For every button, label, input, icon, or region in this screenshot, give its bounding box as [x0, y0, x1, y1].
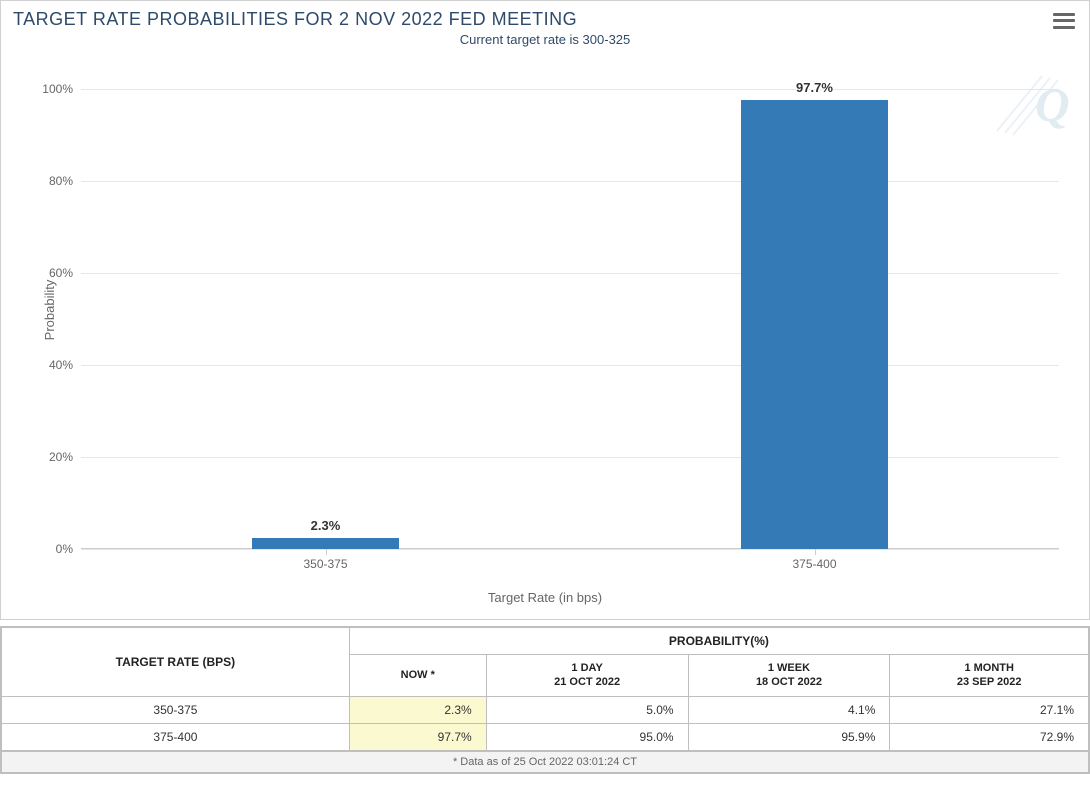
grid-line — [81, 89, 1059, 90]
cell-value: 2.3% — [349, 696, 486, 723]
y-tick-label: 60% — [49, 266, 81, 280]
y-tick-label: 0% — [56, 542, 81, 556]
cell-value: 72.9% — [890, 723, 1089, 750]
cell-value: 97.7% — [349, 723, 486, 750]
bar[interactable]: 2.3% — [252, 538, 399, 549]
bar-value-label: 2.3% — [252, 518, 399, 533]
th-period: 1 MONTH23 SEP 2022 — [890, 655, 1089, 697]
cell-value: 4.1% — [688, 696, 890, 723]
probability-table: TARGET RATE (BPS) PROBABILITY(%) NOW *1 … — [0, 626, 1090, 774]
table-footnote: * Data as of 25 Oct 2022 03:01:24 CT — [1, 751, 1089, 773]
cell-rate: 375-400 — [2, 723, 350, 750]
th-period: 1 DAY21 OCT 2022 — [486, 655, 688, 697]
bar[interactable]: 97.7% — [741, 100, 888, 549]
x-tick-label: 350-375 — [303, 549, 347, 571]
th-target-rate: TARGET RATE (BPS) — [2, 628, 350, 697]
chart-title: TARGET RATE PROBABILITIES FOR 2 NOV 2022… — [1, 1, 1089, 30]
y-tick-label: 80% — [49, 174, 81, 188]
cell-value: 95.0% — [486, 723, 688, 750]
th-period: 1 WEEK18 OCT 2022 — [688, 655, 890, 697]
y-tick-label: 100% — [42, 82, 81, 96]
table-row: 350-3752.3%5.0%4.1%27.1% — [2, 696, 1089, 723]
table-row: 375-40097.7%95.0%95.9%72.9% — [2, 723, 1089, 750]
th-probability: PROBABILITY(%) — [349, 628, 1088, 655]
plot-area: 0%20%40%60%80%100%2.3%350-37597.7%375-40… — [81, 71, 1059, 549]
chart-subtitle: Current target rate is 300-325 — [1, 32, 1089, 47]
cell-value: 5.0% — [486, 696, 688, 723]
chart-container: TARGET RATE PROBABILITIES FOR 2 NOV 2022… — [0, 0, 1090, 620]
grid-line — [81, 549, 1059, 550]
x-tick-label: 375-400 — [792, 549, 836, 571]
y-tick-label: 20% — [49, 450, 81, 464]
bar-value-label: 97.7% — [741, 80, 888, 95]
cell-value: 95.9% — [688, 723, 890, 750]
grid-line — [81, 365, 1059, 366]
cell-rate: 350-375 — [2, 696, 350, 723]
grid-line — [81, 457, 1059, 458]
grid-line — [81, 181, 1059, 182]
cell-value: 27.1% — [890, 696, 1089, 723]
grid-line — [81, 273, 1059, 274]
y-axis-title: Probability — [42, 280, 57, 341]
y-tick-label: 40% — [49, 358, 81, 372]
th-period: NOW * — [349, 655, 486, 697]
x-axis-title: Target Rate (in bps) — [488, 590, 602, 605]
chart-menu-button[interactable] — [1053, 11, 1075, 31]
